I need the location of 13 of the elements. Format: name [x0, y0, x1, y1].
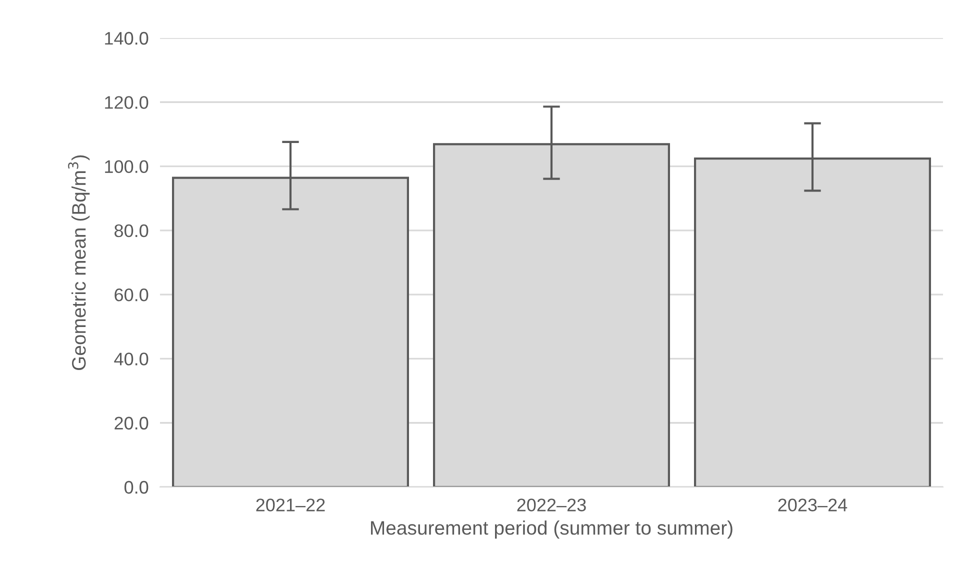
x-axis-title: Measurement period (summer to summer) [371, 520, 732, 539]
y-tick-label: 80.0 [114, 224, 148, 238]
y-tick-label: 0.0 [124, 480, 148, 494]
x-tick-label: 2021–22 [256, 498, 325, 512]
y-tick-label: 140.0 [105, 32, 148, 45]
y-tick-label: 20.0 [114, 416, 148, 430]
y-tick-label: 40.0 [114, 352, 148, 366]
y-axis-title: Geometric mean (Bq/m$^{3}$) [68, 155, 90, 370]
x-tick-label: 2022–23 [517, 498, 586, 512]
y-tick-label: 100.0 [105, 160, 148, 174]
x-tick-label: 2023–24 [778, 498, 848, 512]
y-tick-label: 60.0 [114, 288, 148, 302]
y-tick-label: 120.0 [105, 96, 148, 109]
